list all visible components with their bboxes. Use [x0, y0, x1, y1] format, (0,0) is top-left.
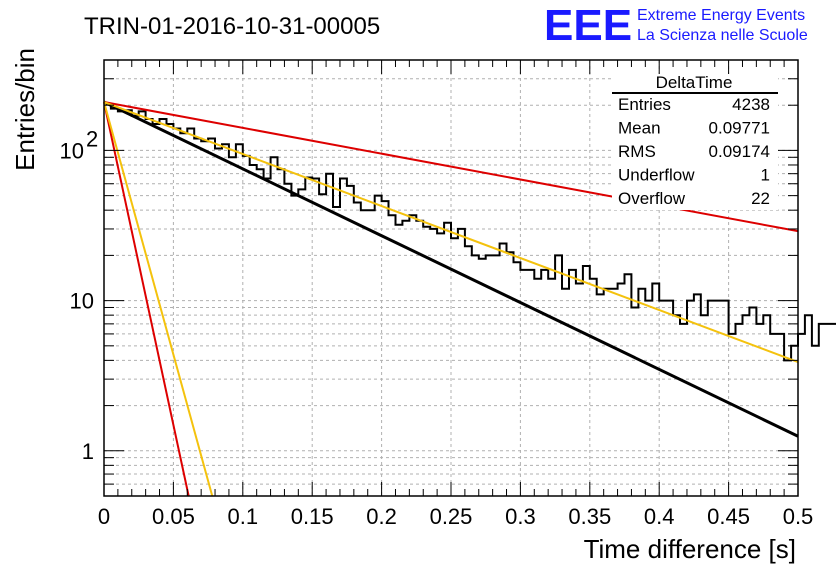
stats-label: Underflow — [618, 166, 695, 185]
x-tick-label: 0.1 — [228, 504, 259, 529]
stats-value: 1 — [761, 166, 770, 185]
y-axis-title: Entries/bin — [10, 48, 40, 171]
x-tick-label: 0.4 — [644, 504, 675, 529]
stats-value: 4238 — [732, 95, 770, 114]
stats-label: RMS — [618, 142, 656, 161]
y-tick-label: 10 — [60, 138, 84, 163]
x-axis-title: Time difference [s] — [584, 534, 796, 564]
curve-fast-reference — [103, 101, 190, 497]
logo-line2: La Scienza nelle Scuole — [637, 27, 808, 44]
eee-logo: EEE Extreme Energy Events La Scienza nel… — [544, 1, 808, 50]
x-tick-label: 0.15 — [291, 504, 334, 529]
stats-label: Entries — [618, 95, 671, 114]
chart-title: TRIN-01-2016-10-31-00005 — [84, 13, 380, 40]
x-tick-label: 0.3 — [505, 504, 536, 529]
axis-ticks — [103, 59, 799, 497]
y-tick-label: 1 — [82, 439, 94, 464]
x-tick-label: 0.05 — [152, 504, 195, 529]
stats-value: 0.09771 — [709, 119, 770, 138]
curve-fit — [103, 100, 799, 438]
histogram-outline — [104, 102, 836, 362]
histogram — [104, 102, 836, 362]
x-tick-label: 0.2 — [366, 504, 397, 529]
stats-value: 0.09174 — [709, 142, 770, 161]
logo-mark: EEE — [544, 1, 632, 50]
logo-line1: Extreme Energy Events — [637, 7, 805, 24]
x-tick-label: 0.45 — [707, 504, 750, 529]
x-tick-label: 0.5 — [783, 504, 814, 529]
x-tick-label: 0 — [98, 504, 110, 529]
curve-slow-reference — [103, 101, 799, 363]
tick-labels: 0 0.05 0.1 0.15 0.2 0.25 0.3 0.35 0.4 0.45 0.5 1 10 1… — [60, 126, 814, 529]
y-tick-label: 10 — [70, 289, 94, 314]
stats-box-background — [612, 74, 778, 210]
stats-box: DeltaTime Entries 4238 Mean 0.09771 RMS 0.091… — [612, 73, 778, 210]
stats-label: Overflow — [618, 189, 686, 208]
curve-fast-reference — [103, 101, 214, 497]
stats-title: DeltaTime — [656, 73, 733, 92]
stats-rows: Entries 4238 Mean 0.09771 RMS 0.09174 Underflo… — [618, 95, 770, 208]
stats-label: Mean — [618, 119, 661, 138]
y-tick-exponent: 2 — [86, 126, 98, 151]
stats-value: 22 — [751, 189, 770, 208]
x-tick-label: 0.35 — [568, 504, 611, 529]
x-tick-label: 0.25 — [430, 504, 473, 529]
